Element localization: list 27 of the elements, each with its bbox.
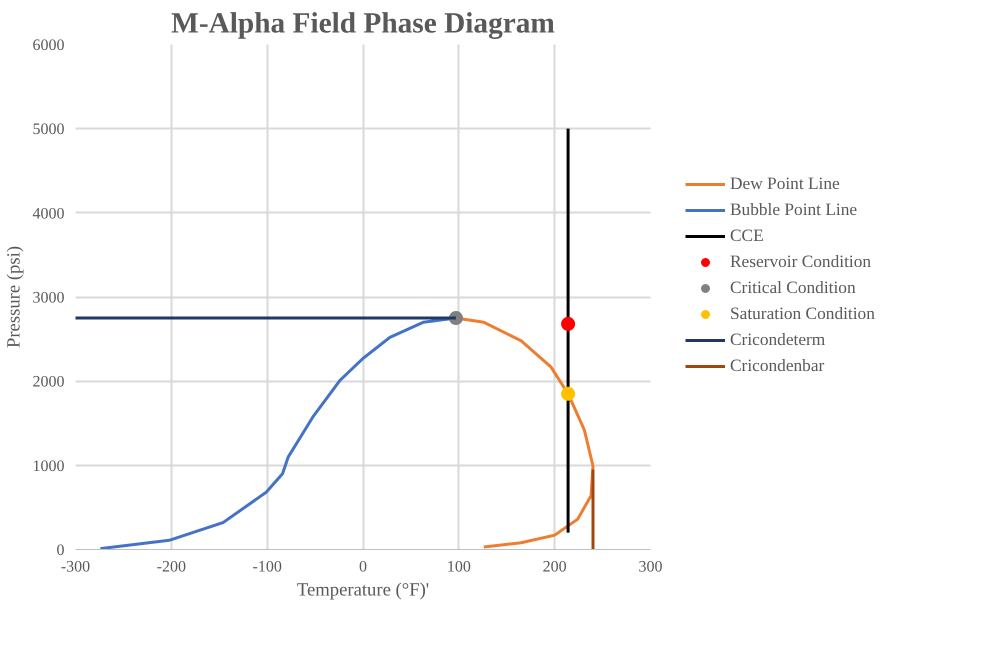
y-tick-label: 6000 (32, 37, 64, 54)
point (561, 316, 576, 331)
y-tick-label: 0 (56, 542, 64, 559)
x-tick-label: 0 (359, 558, 367, 576)
y-tick-label: 1000 (32, 458, 64, 475)
y-tick-label: 4000 (32, 205, 64, 222)
point (561, 386, 576, 401)
y-axis-title: Pressure (psi) (4, 246, 24, 348)
x-tick-label: 300 (638, 558, 662, 576)
x-tick-label: 100 (446, 558, 471, 576)
x-axis-title: Temperature (°F)' (296, 580, 430, 600)
x-tick-label: -200 (156, 558, 186, 576)
legend-label: Critical Condition (730, 278, 856, 298)
legend-label: Bubble Point Line (730, 200, 858, 220)
x-tick-label: 200 (542, 558, 567, 576)
x-tick-label: -100 (252, 558, 282, 576)
legend-label: Saturation Condition (730, 304, 875, 324)
chart-title: M-Alpha Field Phase Diagram (171, 8, 555, 40)
legend-label: Reservoir Condition (730, 252, 872, 272)
legend-label: Cricondenbar (730, 356, 824, 376)
x-tick-label: -300 (60, 558, 90, 576)
y-tick-label: 3000 (32, 290, 64, 306)
legend-label: Dew Point Line (730, 174, 840, 194)
legend-label: CCE (730, 226, 764, 246)
y-tick-label: 5000 (32, 121, 64, 138)
legend-label: Cricondeterm (730, 330, 826, 350)
y-tick-label: 2000 (32, 374, 64, 391)
